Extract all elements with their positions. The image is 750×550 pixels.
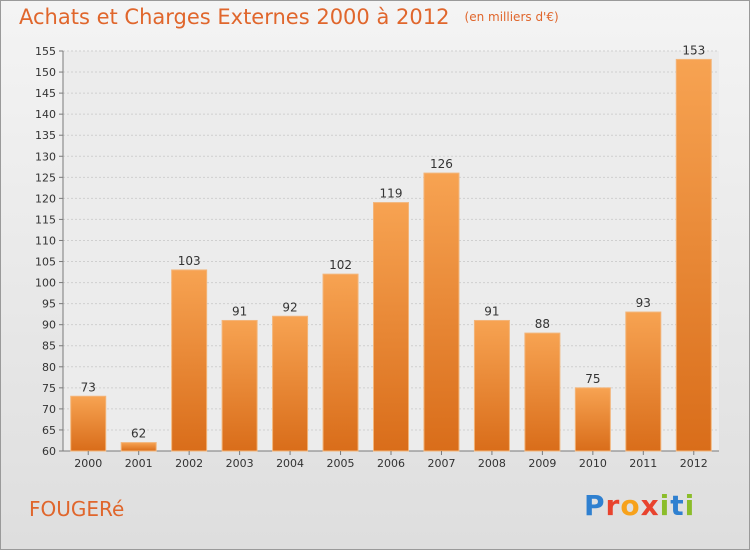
- logo-letter: r: [605, 489, 621, 522]
- bar: [574, 387, 611, 452]
- y-tick-label: 65: [42, 424, 56, 437]
- x-tick-label: 2012: [680, 457, 708, 470]
- y-tick-label: 145: [35, 87, 56, 100]
- y-tick-label: 95: [42, 298, 56, 311]
- x-tick-label: 2011: [629, 457, 657, 470]
- bar: [221, 319, 258, 452]
- y-tick-label: 155: [35, 45, 56, 58]
- bar: [423, 172, 460, 452]
- y-tick-label: 70: [42, 403, 56, 416]
- y-tick-label: 105: [35, 256, 56, 269]
- logo-letter: i: [659, 489, 671, 522]
- proxiti-logo: Proxiti: [584, 489, 695, 522]
- bar: [70, 395, 107, 452]
- bar: [322, 273, 359, 452]
- logo-letter: o: [620, 489, 641, 522]
- x-tick-label: 2001: [125, 457, 153, 470]
- bar: [272, 315, 309, 452]
- y-tick-label: 80: [42, 361, 56, 374]
- bar-value-label: 126: [430, 157, 453, 171]
- logo-letter: P: [584, 489, 606, 522]
- bar: [524, 332, 561, 452]
- y-tick-label: 85: [42, 340, 56, 353]
- x-tick-label: 2007: [427, 457, 455, 470]
- bar-value-label: 119: [380, 187, 403, 201]
- chart-subtitle: (en milliers d'€): [464, 10, 559, 24]
- bar-value-label: 91: [232, 304, 247, 318]
- y-tick-label: 90: [42, 319, 56, 332]
- bar-value-label: 103: [178, 254, 201, 268]
- chart-title: Achats et Charges Externes 2000 à 2012: [19, 5, 450, 29]
- title-row: Achats et Charges Externes 2000 à 2012 (…: [19, 5, 559, 29]
- x-tick-label: 2009: [528, 457, 556, 470]
- bar: [373, 202, 409, 452]
- y-tick-label: 135: [35, 129, 56, 142]
- bar-value-label: 62: [131, 427, 146, 441]
- bar-value-label: 153: [682, 43, 705, 57]
- x-tick-label: 2006: [377, 457, 405, 470]
- x-tick-label: 2003: [226, 457, 254, 470]
- bar-value-label: 75: [585, 372, 600, 386]
- x-tick-label: 2008: [478, 457, 506, 470]
- bar: [675, 58, 712, 452]
- y-tick-label: 140: [35, 108, 56, 121]
- bar: [120, 442, 157, 452]
- bar-value-label: 102: [329, 258, 352, 272]
- y-tick-label: 130: [35, 150, 56, 163]
- bar-value-label: 91: [484, 304, 499, 318]
- bar: [625, 311, 662, 452]
- bar: [473, 319, 510, 452]
- bar-value-label: 92: [282, 300, 297, 314]
- logo-letter: x: [640, 489, 660, 522]
- y-tick-label: 100: [35, 277, 56, 290]
- x-tick-label: 2004: [276, 457, 304, 470]
- bar: [171, 269, 208, 452]
- y-tick-label: 75: [42, 382, 56, 395]
- logo-letter: t: [670, 489, 685, 522]
- bar-value-label: 88: [535, 317, 550, 331]
- y-tick-label: 110: [35, 234, 56, 247]
- x-tick-label: 2010: [579, 457, 607, 470]
- y-tick-label: 120: [35, 192, 56, 205]
- y-tick-label: 125: [35, 171, 56, 184]
- bar-value-label: 73: [81, 380, 96, 394]
- y-tick-label: 60: [42, 445, 56, 458]
- x-tick-label: 2005: [327, 457, 355, 470]
- x-tick-label: 2000: [74, 457, 102, 470]
- bar-value-label: 93: [636, 296, 651, 310]
- y-tick-label: 115: [35, 213, 56, 226]
- x-tick-label: 2002: [175, 457, 203, 470]
- logo-letter: i: [684, 489, 696, 522]
- y-tick-label: 150: [35, 66, 56, 79]
- commune-name: FOUGERé: [29, 497, 125, 521]
